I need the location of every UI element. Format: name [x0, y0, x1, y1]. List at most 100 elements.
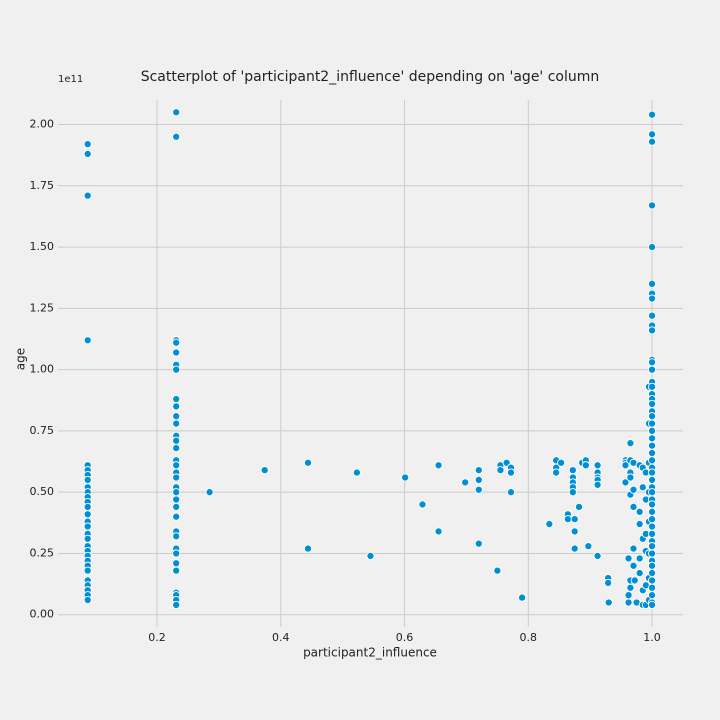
- point: [461, 478, 470, 487]
- point: [648, 358, 657, 367]
- y-tick-label: 0.00: [30, 608, 55, 621]
- point: [624, 591, 633, 600]
- point: [493, 566, 502, 575]
- point: [648, 522, 657, 531]
- point: [648, 591, 657, 600]
- point: [83, 595, 92, 605]
- y-tick-label: 1.00: [30, 363, 55, 376]
- point: [83, 191, 92, 200]
- point: [648, 576, 657, 585]
- point: [172, 502, 181, 511]
- point: [604, 578, 613, 587]
- point: [581, 461, 590, 470]
- point: [172, 108, 181, 117]
- point: [635, 507, 644, 516]
- point: [557, 458, 566, 467]
- point: [83, 502, 92, 511]
- point: [474, 485, 483, 494]
- point: [648, 365, 657, 374]
- point: [574, 502, 584, 511]
- point: [83, 566, 92, 575]
- point: [172, 444, 181, 453]
- point: [570, 515, 579, 524]
- x-tick-label: 0.6: [396, 631, 414, 644]
- y-offset-label: 1e11: [58, 74, 83, 85]
- point: [635, 554, 644, 563]
- point: [635, 520, 644, 529]
- point: [648, 399, 657, 408]
- point: [172, 419, 181, 428]
- point: [83, 149, 92, 158]
- point: [648, 382, 657, 391]
- point: [648, 426, 657, 435]
- point: [303, 544, 313, 553]
- point: [648, 110, 657, 119]
- point: [626, 439, 635, 448]
- point: [648, 326, 657, 335]
- point: [648, 583, 657, 592]
- y-axis-label: age: [14, 348, 28, 370]
- point: [172, 338, 181, 347]
- point: [434, 461, 443, 470]
- point: [172, 394, 181, 404]
- point: [624, 598, 633, 607]
- point: [648, 448, 657, 458]
- point: [172, 512, 181, 521]
- y-tick-label: 1.75: [30, 179, 55, 192]
- point: [648, 488, 657, 497]
- x-tick-label: 0.4: [272, 631, 290, 644]
- point: [366, 551, 375, 560]
- point: [570, 544, 579, 553]
- point: [545, 520, 554, 529]
- point: [83, 140, 92, 149]
- point: [474, 466, 483, 475]
- point: [172, 488, 181, 497]
- point: [648, 468, 657, 477]
- x-tick-label: 1.0: [643, 631, 661, 644]
- point: [648, 515, 657, 524]
- point: [584, 542, 593, 551]
- point: [172, 365, 181, 374]
- point: [172, 566, 181, 575]
- point: [172, 495, 181, 504]
- point: [474, 475, 483, 484]
- point: [648, 419, 657, 428]
- point: [172, 461, 181, 470]
- y-tick-label: 0.75: [30, 424, 55, 437]
- y-tick-label: 1.25: [30, 301, 55, 314]
- point: [552, 468, 561, 477]
- point: [648, 137, 657, 146]
- point: [638, 483, 647, 492]
- point: [648, 456, 657, 465]
- point: [352, 468, 361, 477]
- point: [172, 559, 181, 568]
- point: [648, 529, 657, 538]
- point: [593, 461, 602, 470]
- point: [630, 576, 639, 585]
- y-tick-label: 0.25: [30, 546, 55, 559]
- point: [172, 436, 181, 445]
- point: [648, 507, 657, 516]
- point: [418, 500, 427, 509]
- point: [83, 510, 92, 519]
- point: [648, 412, 657, 421]
- point: [83, 336, 92, 345]
- point: [172, 600, 181, 609]
- y-tick-label: 1.50: [30, 240, 55, 253]
- point: [303, 458, 313, 467]
- point: [496, 466, 505, 475]
- point: [626, 473, 635, 482]
- point: [648, 130, 657, 139]
- point: [593, 480, 602, 489]
- point: [568, 488, 577, 497]
- point: [629, 485, 638, 494]
- point: [593, 551, 602, 560]
- point: [563, 515, 572, 524]
- point: [648, 569, 657, 578]
- point: [624, 554, 633, 563]
- point: [401, 473, 410, 482]
- point: [172, 402, 181, 411]
- point: [83, 534, 92, 543]
